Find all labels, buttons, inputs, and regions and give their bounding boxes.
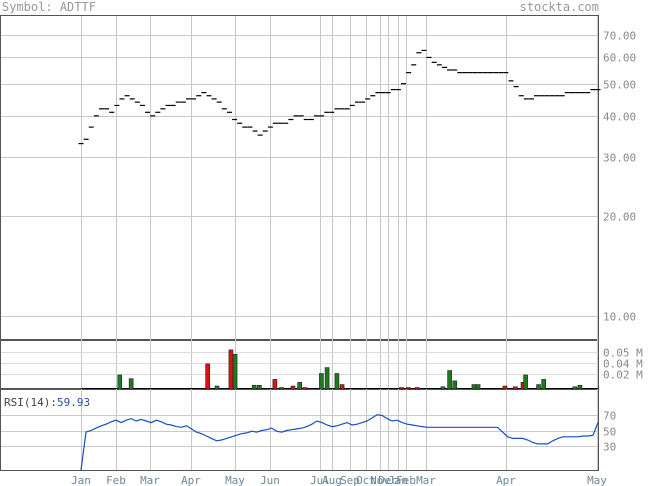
month-label: Jul xyxy=(310,474,330,486)
price-tick-label: 30.00 xyxy=(603,152,636,165)
volume-panel-frame xyxy=(0,340,599,389)
site-name: stockta.com xyxy=(519,0,599,14)
volume-bar xyxy=(251,385,257,390)
month-label: Feb xyxy=(396,474,416,486)
month-label: Aug xyxy=(322,474,342,486)
price-tick-label: 20.00 xyxy=(603,211,636,224)
volume-bar xyxy=(452,380,458,390)
volume-series xyxy=(81,349,598,390)
price-tick-label: 50.00 xyxy=(603,79,636,92)
symbol-header: Symbol: ADTTF xyxy=(2,0,96,14)
volume-tick-label: 0.04 M xyxy=(603,358,643,371)
month-label: Apr xyxy=(181,474,201,486)
volume-bar xyxy=(447,370,452,390)
rsi-tick-label: 70 xyxy=(603,410,616,423)
month-label: May xyxy=(225,474,245,486)
volume-bar xyxy=(572,386,578,390)
panel-frames xyxy=(0,15,599,471)
volume-bar xyxy=(128,378,134,390)
volume-bar xyxy=(339,384,345,390)
rsi-title-value: 59.93 xyxy=(57,396,90,409)
price-tick-label: 60.00 xyxy=(603,52,636,65)
axis-labels: Jan Feb Mar Apr May Jun JulAugSepOctNovDecJanF… xyxy=(71,30,643,486)
volume-bar xyxy=(302,387,308,390)
volume-bar xyxy=(319,373,324,390)
price-series xyxy=(78,49,601,145)
rsi-title: RSI(14):59.93 xyxy=(4,396,90,409)
rsi-tick-label: 50 xyxy=(603,426,616,439)
volume-bar xyxy=(523,374,528,390)
volume-bar xyxy=(279,387,284,390)
volume-bar xyxy=(405,387,411,390)
volume-bar xyxy=(541,379,547,390)
price-tick-label: 70.00 xyxy=(603,30,636,43)
volume-bar xyxy=(257,385,262,390)
volume-bar xyxy=(512,386,518,390)
volume-bar xyxy=(475,384,481,390)
volume-bar xyxy=(290,385,296,390)
rsi-panel-frame xyxy=(0,389,599,471)
month-label: Feb xyxy=(106,474,126,486)
grid xyxy=(1,16,598,470)
rsi-series xyxy=(80,414,599,471)
volume-bar xyxy=(297,382,302,390)
month-label: Oct xyxy=(356,474,376,486)
volume-bar xyxy=(232,353,238,390)
month-label: Jan xyxy=(388,474,408,486)
volume-tick-label: 0.05 M xyxy=(603,347,643,360)
volume-bar xyxy=(502,385,508,390)
volume-bar xyxy=(214,385,220,390)
volume-bar xyxy=(577,385,583,390)
month-label: May xyxy=(587,474,607,486)
volume-bar xyxy=(440,386,446,390)
price-tick-label: 10.00 xyxy=(603,311,636,324)
volume-tick-label: 0.02 M xyxy=(603,369,643,382)
month-label: Apr xyxy=(496,474,516,486)
rsi-tick-label: 30 xyxy=(603,441,616,454)
volume-bar xyxy=(536,384,541,390)
month-label: Jun xyxy=(260,474,280,486)
volume-bar xyxy=(471,384,477,390)
volume-bar xyxy=(117,374,123,390)
month-label: Sep xyxy=(340,474,360,486)
volume-bar xyxy=(399,387,404,390)
symbol-label: Symbol: xyxy=(2,0,53,14)
price-panel-frame xyxy=(0,15,599,340)
volume-bar xyxy=(228,349,234,390)
symbol-value: ADTTF xyxy=(59,0,96,14)
volume-bar xyxy=(414,387,420,390)
month-label: Dec xyxy=(378,474,398,486)
volume-bar xyxy=(272,379,278,390)
rsi-title-label: RSI(14): xyxy=(4,396,57,409)
price-tick-label: 40.00 xyxy=(603,111,636,124)
volume-bar xyxy=(334,373,340,390)
month-label: Jan xyxy=(71,474,91,486)
rsi-line xyxy=(80,414,599,471)
volume-bar xyxy=(324,367,330,390)
month-label: Mar xyxy=(140,474,160,486)
volume-bar xyxy=(205,363,210,390)
month-label: Mar xyxy=(416,474,436,486)
month-label: Nov xyxy=(370,474,390,486)
